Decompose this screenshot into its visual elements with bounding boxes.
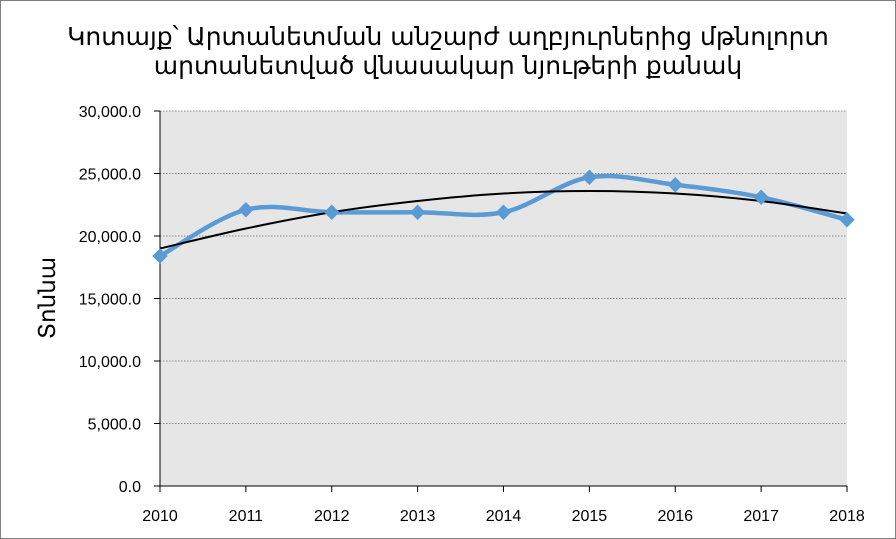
x-tick-label: 2011 bbox=[229, 508, 264, 525]
data-point-marker bbox=[409, 204, 426, 220]
y-tick-label: 15,000.0 bbox=[79, 292, 141, 309]
chart-title-line-1: Կոտայք՝ Արտանետման անշարժ աղբյուրներից մ… bbox=[67, 22, 829, 51]
chart-title: Կոտայք՝ Արտանետման անշարժ աղբյուրներից մ… bbox=[0, 22, 896, 80]
data-point-marker bbox=[152, 248, 168, 264]
x-tick-label: 2014 bbox=[486, 508, 522, 525]
y-tick-label: 20,000.0 bbox=[79, 229, 141, 246]
x-tick-label: 2013 bbox=[400, 508, 436, 525]
data-point-marker bbox=[581, 169, 598, 185]
x-tick-label: 2018 bbox=[829, 508, 865, 525]
x-tick-label: 2015 bbox=[572, 508, 608, 525]
y-tick-label: 30,000.0 bbox=[79, 104, 141, 121]
y-axis-label: Տոննա bbox=[35, 257, 61, 339]
y-tick-label: 25,000.0 bbox=[79, 167, 141, 184]
data-point-marker bbox=[324, 204, 340, 220]
x-tick-label: 2017 bbox=[743, 508, 779, 525]
data-point-marker bbox=[839, 212, 855, 228]
y-tick-label: 5,000.0 bbox=[88, 417, 141, 434]
data-point-marker bbox=[495, 204, 512, 220]
data-point-marker bbox=[238, 202, 254, 218]
data-point-marker bbox=[667, 177, 683, 193]
trendline bbox=[159, 189, 848, 250]
x-tick-label: 2016 bbox=[657, 508, 693, 525]
x-tick-label: 2012 bbox=[314, 508, 350, 525]
y-tick-label: 0.0 bbox=[119, 479, 141, 496]
x-tick-label: 2010 bbox=[142, 508, 178, 525]
y-tick-label: 10,000.0 bbox=[79, 354, 141, 371]
chart-title-line-2: արտանետված վնասակար նյութերի քանակ bbox=[153, 51, 743, 80]
data-point-marker bbox=[753, 189, 769, 205]
